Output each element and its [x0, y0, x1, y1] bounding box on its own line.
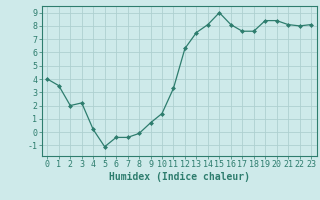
X-axis label: Humidex (Indice chaleur): Humidex (Indice chaleur) — [109, 172, 250, 182]
